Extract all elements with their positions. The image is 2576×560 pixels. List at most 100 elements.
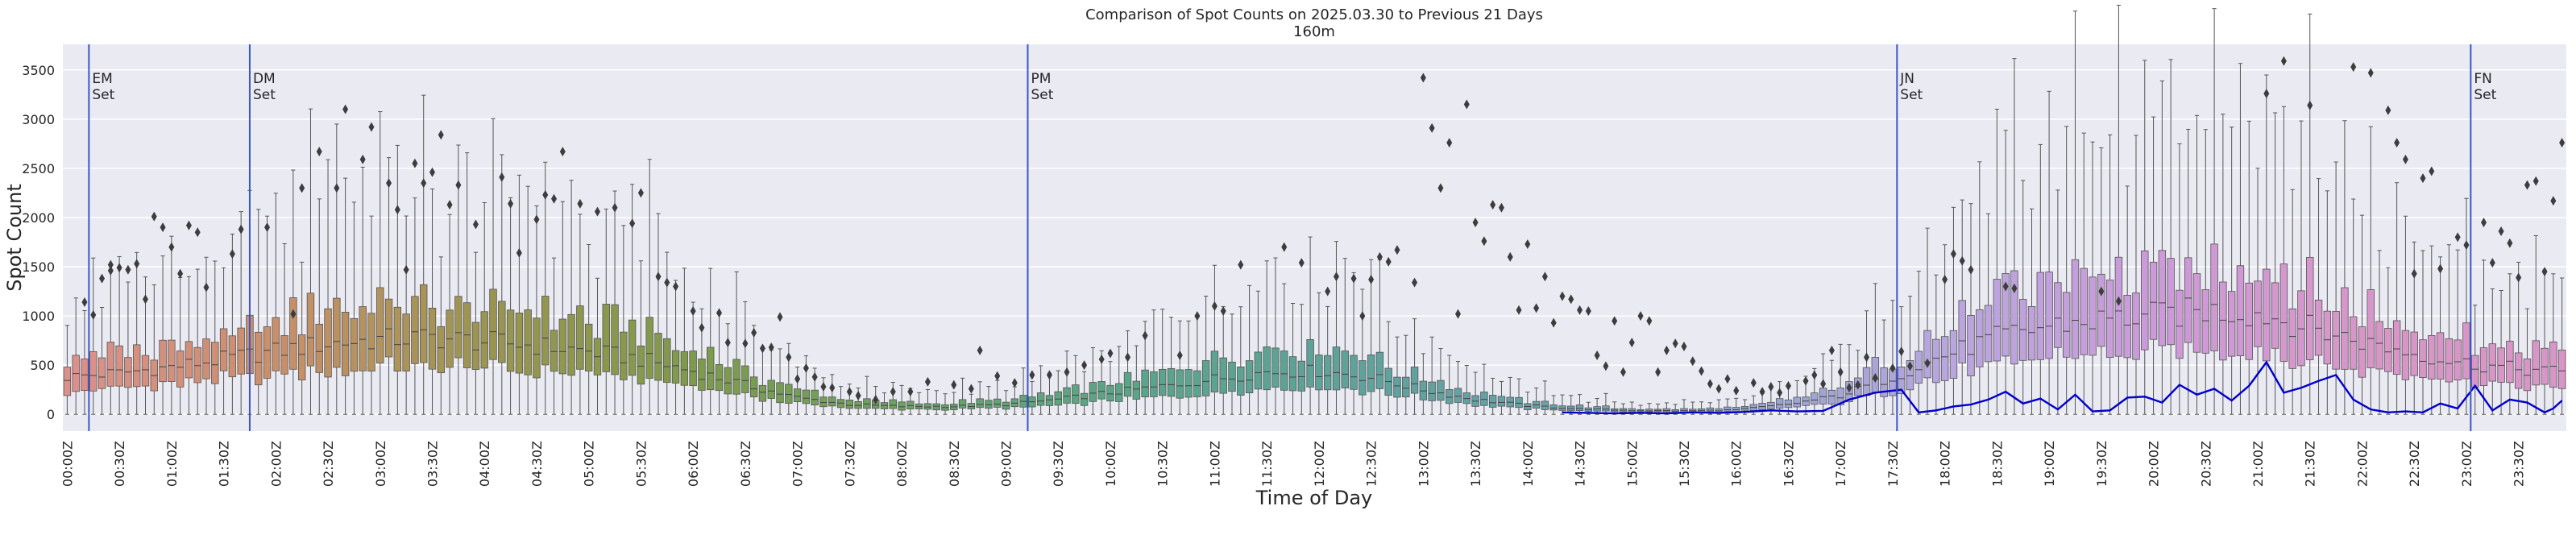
box-body: [1341, 351, 1349, 388]
plot-area: [63, 44, 2566, 431]
box-body: [393, 306, 402, 372]
box-body: [2479, 347, 2488, 387]
outlier-point: [612, 202, 618, 213]
outlier-point: [1376, 251, 1383, 262]
outlier-point: [438, 130, 444, 140]
box-body: [1575, 404, 1584, 411]
box-body: [2279, 263, 2288, 362]
box-body: [263, 326, 272, 379]
box-body: [1497, 396, 1506, 407]
outlier-point: [1959, 255, 1965, 266]
outlier-point: [1333, 272, 1339, 282]
box-body: [1036, 392, 1045, 406]
box-body: [1932, 338, 1940, 384]
box-body: [2506, 340, 2514, 384]
outlier-point: [1463, 99, 1470, 110]
outlier-point: [299, 183, 305, 193]
box-body: [863, 398, 871, 409]
box-body: [2514, 352, 2523, 389]
outlier-point: [1768, 382, 1774, 392]
box-body: [2236, 265, 2245, 356]
outlier-point: [1368, 274, 1375, 284]
box-body: [2549, 341, 2557, 388]
box-body: [2141, 250, 2149, 351]
x-tick-label: 22:30Z: [2407, 441, 2422, 487]
x-tick-label: 07:30Z: [842, 441, 857, 487]
x-tick-label: 13:30Z: [1468, 441, 1483, 487]
y-tick-label: 1000: [22, 309, 55, 324]
outlier-point: [664, 277, 670, 288]
box-body: [1193, 370, 1201, 397]
x-tick-label: 17:00Z: [1833, 441, 1848, 487]
outlier-point: [1924, 358, 1931, 368]
box-body: [2080, 268, 2088, 355]
outlier-point: [2454, 232, 2461, 243]
outlier-point: [551, 193, 558, 204]
marker-label: DM: [253, 71, 276, 87]
box-body: [367, 313, 375, 371]
outlier-point: [768, 342, 774, 353]
outlier-point: [142, 294, 148, 305]
box-body: [2541, 347, 2549, 385]
outlier-point: [1898, 346, 1905, 357]
x-tick-label: 16:30Z: [1781, 441, 1796, 487]
box-body: [1332, 346, 1341, 391]
box-body: [1541, 400, 1549, 410]
y-tick-label: 2000: [22, 210, 55, 226]
x-tick-label: 23:00Z: [2459, 441, 2474, 487]
outlier-point: [811, 371, 818, 382]
outlier-point: [637, 188, 644, 198]
y-tick-label: 3000: [22, 112, 55, 127]
outlier-point: [2498, 226, 2504, 237]
x-tick-label: 03:00Z: [373, 441, 388, 487]
box-series: [63, 4, 2566, 415]
x-tick-label: 12:00Z: [1312, 441, 1327, 487]
x-tick-label: 18:30Z: [1989, 441, 2005, 487]
box-body: [1367, 355, 1375, 392]
outlier-point: [2507, 238, 2513, 248]
box-body: [602, 304, 610, 372]
outlier-point: [759, 343, 765, 354]
y-tick-label: 2500: [22, 161, 55, 176]
box-body: [1914, 351, 1923, 384]
box-body: [1410, 367, 1419, 394]
box-body: [489, 288, 497, 360]
outlier-point: [1176, 350, 1183, 360]
marker-label: EM: [92, 71, 112, 87]
box-body: [715, 363, 724, 392]
outlier-point: [394, 205, 400, 215]
outlier-point: [577, 198, 583, 209]
x-axis-ticks: 00:00Z 00:30Z 01:00Z 01:30Z 02:00Z 02:30Z 03:0…: [60, 441, 2526, 487]
outlier-point: [1950, 249, 1956, 259]
outlier-point: [1942, 274, 1948, 284]
box-body: [1428, 381, 1436, 401]
box-body: [1306, 338, 1314, 388]
x-tick-label: 04:30Z: [529, 441, 545, 487]
x-tick-label: 17:30Z: [1885, 441, 1901, 487]
box-body: [2358, 326, 2367, 378]
box-body: [2001, 273, 2010, 357]
outlier-point: [716, 308, 723, 318]
outlier-point: [1785, 380, 1791, 391]
box-body: [428, 307, 437, 370]
outlier-point: [1663, 345, 1670, 355]
outlier-point: [1594, 350, 1600, 360]
outlier-point: [1707, 379, 1713, 389]
outlier-point: [1455, 309, 1462, 319]
box-body: [193, 346, 201, 384]
x-tick-label: 19:30Z: [2094, 441, 2109, 487]
box-body: [168, 339, 176, 382]
box-body: [1106, 384, 1114, 402]
outlier-point: [290, 309, 297, 319]
outlier-point: [99, 273, 106, 284]
outlier-point: [1872, 373, 1878, 384]
box-body: [663, 338, 671, 384]
outlier-point: [2011, 283, 2018, 293]
outlier-point: [977, 345, 983, 355]
box-body: [1219, 357, 1227, 394]
outlier-point: [2350, 62, 2357, 73]
box-body: [1254, 351, 1263, 390]
box-body: [1010, 398, 1019, 408]
box-body: [2410, 331, 2418, 376]
